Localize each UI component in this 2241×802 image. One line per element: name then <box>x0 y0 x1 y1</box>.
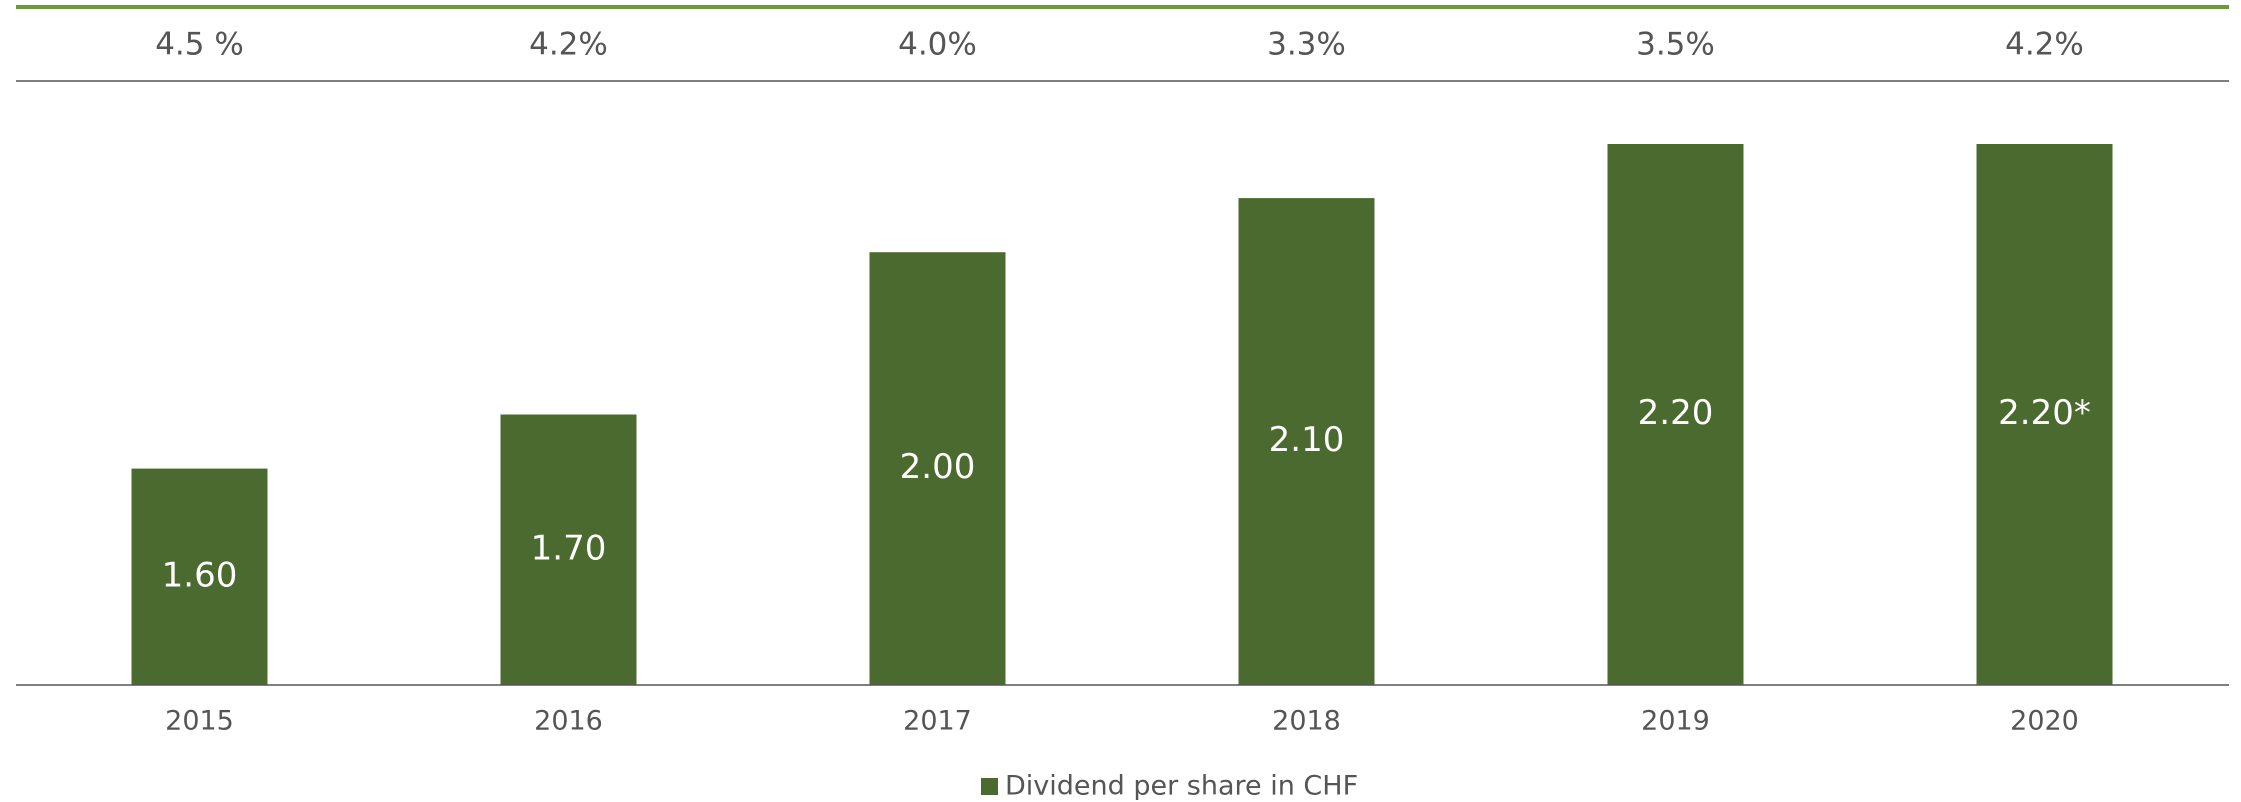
value-label: 1.70 <box>531 528 607 568</box>
bar <box>131 468 268 685</box>
annotation: 4.5 % <box>155 27 244 63</box>
x-tick-label: 2019 <box>1641 706 1710 737</box>
annotation: 4.2% <box>2005 27 2084 63</box>
annotation: 4.2% <box>529 27 608 63</box>
value-label: 2.10 <box>1269 420 1345 460</box>
annotation: 3.5% <box>1636 27 1715 63</box>
value-label: 1.60 <box>162 555 238 595</box>
x-tick-label: 2015 <box>165 706 234 737</box>
x-tick-label: 2020 <box>2010 706 2079 737</box>
value-label: 2.20 <box>1638 393 1714 433</box>
bar <box>500 414 637 685</box>
bar <box>869 252 1006 685</box>
x-tick-label: 2017 <box>903 706 972 737</box>
value-label: 2.00 <box>900 447 976 487</box>
legend-label: Dividend per share in CHF <box>1005 771 1358 802</box>
bar <box>1607 144 1744 685</box>
bar <box>1238 198 1375 685</box>
annotation: 4.0% <box>898 27 977 63</box>
annotation: 3.3% <box>1267 27 1346 63</box>
bar <box>1976 144 2113 685</box>
value-label: 2.20* <box>1998 393 2091 433</box>
legend-swatch <box>981 778 998 795</box>
x-tick-label: 2016 <box>534 706 603 737</box>
x-tick-label: 2018 <box>1272 706 1341 737</box>
